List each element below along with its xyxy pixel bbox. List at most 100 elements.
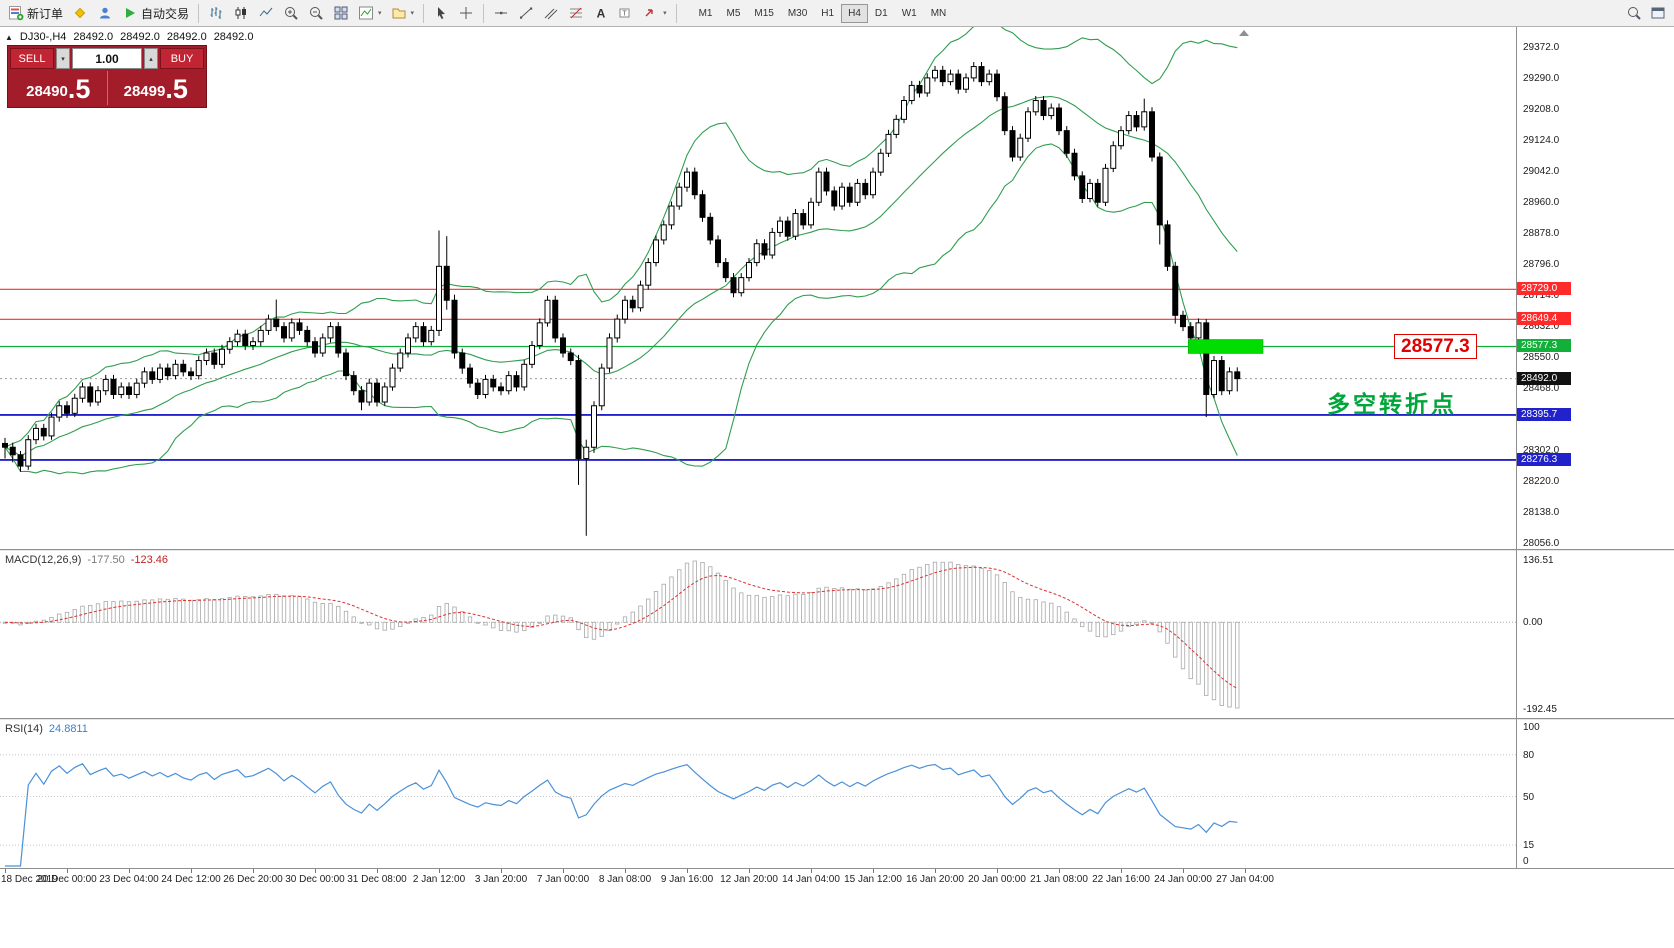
panel-divider[interactable] [0, 718, 1674, 720]
timeframe-w1[interactable]: W1 [895, 4, 924, 23]
buy-button[interactable]: BUY [160, 48, 204, 69]
time-label: 31 Dec 08:00 [347, 874, 407, 885]
timeframe-m15[interactable]: M15 [747, 4, 780, 23]
bar-chart-type-button[interactable] [204, 2, 228, 24]
time-label: 22 Jan 16:00 [1092, 874, 1150, 885]
zoom-out-button[interactable] [304, 2, 328, 24]
symbol-period-label: DJ30-,H4 [19, 31, 67, 43]
time-label: 16 Jan 20:00 [906, 874, 964, 885]
rsi-axis-label: 50 [1523, 791, 1535, 803]
rsi-axis-label: 0 [1523, 856, 1529, 867]
auto-trading-label: 自动交易 [141, 6, 190, 21]
current-price-badge: 28492.0 [1517, 371, 1571, 385]
rsi-panel[interactable] [0, 720, 1516, 868]
time-tick [749, 869, 750, 873]
price-axis-label: 28550.0 [1523, 351, 1560, 363]
collapse-triangle-icon[interactable]: ▲ [5, 32, 13, 42]
indicators-button[interactable]: ▾ [354, 2, 386, 24]
chart-window: 29372.0 29290.0 29208.0 29124.0 29042.0 28960… [0, 27, 1674, 948]
fibonacci-tool-button[interactable] [564, 2, 588, 24]
price-axis-label: 29208.0 [1523, 103, 1560, 115]
chart-symbol-info: ▲ DJ30-,H4 28492.0 28492.0 28492.0 28492… [5, 31, 253, 43]
mql5-button[interactable] [68, 2, 92, 24]
price-callout-label[interactable]: 28577.3 [1394, 334, 1477, 359]
chevron-down-icon: ▾ [378, 10, 382, 17]
chart-shift-marker[interactable] [1239, 30, 1249, 36]
candles-layer [2, 62, 1241, 536]
time-axis[interactable]: 18 Dec 2019 20 Dec 00:00 23 Dec 04:00 24 De… [0, 868, 1674, 896]
price-axis-label: 28138.0 [1523, 507, 1560, 519]
lot-size-input[interactable] [72, 48, 142, 69]
window-button[interactable] [1646, 2, 1670, 24]
zoom-in-icon [285, 7, 298, 20]
highlight-box[interactable] [1188, 339, 1264, 354]
price-axis-label: 28960.0 [1523, 197, 1560, 209]
candlestick-type-button[interactable] [229, 2, 253, 24]
timeframe-m30[interactable]: M30 [781, 4, 814, 23]
rsi-axis-label: 80 [1523, 749, 1535, 761]
buy-price[interactable]: 28499.5 [123, 74, 188, 104]
chart-profile-button[interactable]: ▾ [387, 2, 419, 24]
macd-main-value: -177.50 [87, 554, 125, 566]
main-chart[interactable] [0, 27, 1516, 549]
one-click-trading-panel: SELL ▾ ▴ BUY 28490.5 28499.5 [7, 45, 207, 108]
tile-windows-button[interactable] [329, 2, 353, 24]
time-tick [873, 869, 874, 873]
macd-signal-line [4, 566, 1238, 690]
time-tick [687, 869, 688, 873]
window-icon [1651, 7, 1665, 19]
time-tick [997, 869, 998, 873]
time-tick [1059, 869, 1060, 873]
panel-divider[interactable] [0, 549, 1674, 551]
text-tool-button[interactable]: A [589, 2, 613, 24]
label-tool-button[interactable]: T [614, 2, 638, 24]
new-order-icon [9, 6, 24, 21]
chart-comment-text[interactable]: 多空转折点 [1327, 391, 1457, 417]
macd-panel[interactable] [0, 551, 1516, 718]
trendline-tool-button[interactable] [514, 2, 538, 24]
line-chart-type-button[interactable] [254, 2, 278, 24]
price-axis-label: 28056.0 [1523, 537, 1560, 549]
time-label: 2 Jan 12:00 [412, 874, 466, 885]
zoom-in-button[interactable] [279, 2, 303, 24]
macd-axis-label: -192.45 [1523, 704, 1557, 715]
time-tick [67, 869, 68, 873]
bar-chart-icon [210, 7, 222, 19]
cursor-icon [438, 7, 446, 19]
time-label: 20 Jan 00:00 [968, 874, 1026, 885]
time-tick [315, 869, 316, 873]
timeframe-m1[interactable]: M1 [692, 4, 720, 23]
sell-button[interactable]: SELL [10, 48, 54, 69]
time-tick [191, 869, 192, 873]
time-label: 24 Jan 00:00 [1154, 874, 1212, 885]
level-lines [0, 288, 1516, 461]
label-icon: T [619, 8, 630, 18]
crosshair-icon [460, 7, 473, 19]
level-price-badge: 28577.3 [1517, 339, 1571, 353]
price-axis-label: 29290.0 [1523, 72, 1560, 84]
auto-trading-button[interactable]: 自动交易 [118, 2, 193, 24]
macd-label: MACD(12,26,9) -177.50 -123.46 [5, 554, 169, 566]
channel-tool-button[interactable] [539, 2, 563, 24]
timeframe-toolbar: M1 M5 M15 M30 H1 H4 D1 W1 MN [692, 3, 954, 23]
community-button[interactable] [93, 2, 117, 24]
timeframe-h1[interactable]: H1 [814, 4, 841, 23]
timeframe-mn[interactable]: MN [924, 4, 954, 23]
time-label: 27 Jan 04:00 [1216, 874, 1274, 885]
lot-increase-button[interactable]: ▴ [144, 48, 158, 69]
timeframe-h4[interactable]: H4 [841, 3, 868, 23]
price-axis[interactable]: 29372.0 29290.0 29208.0 29124.0 29042.0 28960… [1517, 27, 1674, 948]
sell-price[interactable]: 28490.5 [10, 71, 108, 105]
horizontal-line-tool-button[interactable] [489, 2, 513, 24]
timeframe-m5[interactable]: M5 [719, 4, 747, 23]
new-order-button[interactable]: 新订单 [4, 2, 67, 24]
lot-decrease-button[interactable]: ▾ [56, 48, 70, 69]
time-label: 18 Dec 2019 [1, 874, 58, 885]
arrows-tool-button[interactable]: ▾ [639, 2, 671, 24]
cursor-tool-button[interactable] [429, 2, 453, 24]
time-tick [1183, 869, 1184, 873]
macd-axis-label: 0.00 [1523, 617, 1543, 629]
timeframe-d1[interactable]: D1 [868, 4, 895, 23]
search-button[interactable] [1622, 2, 1646, 24]
crosshair-tool-button[interactable] [454, 2, 478, 24]
